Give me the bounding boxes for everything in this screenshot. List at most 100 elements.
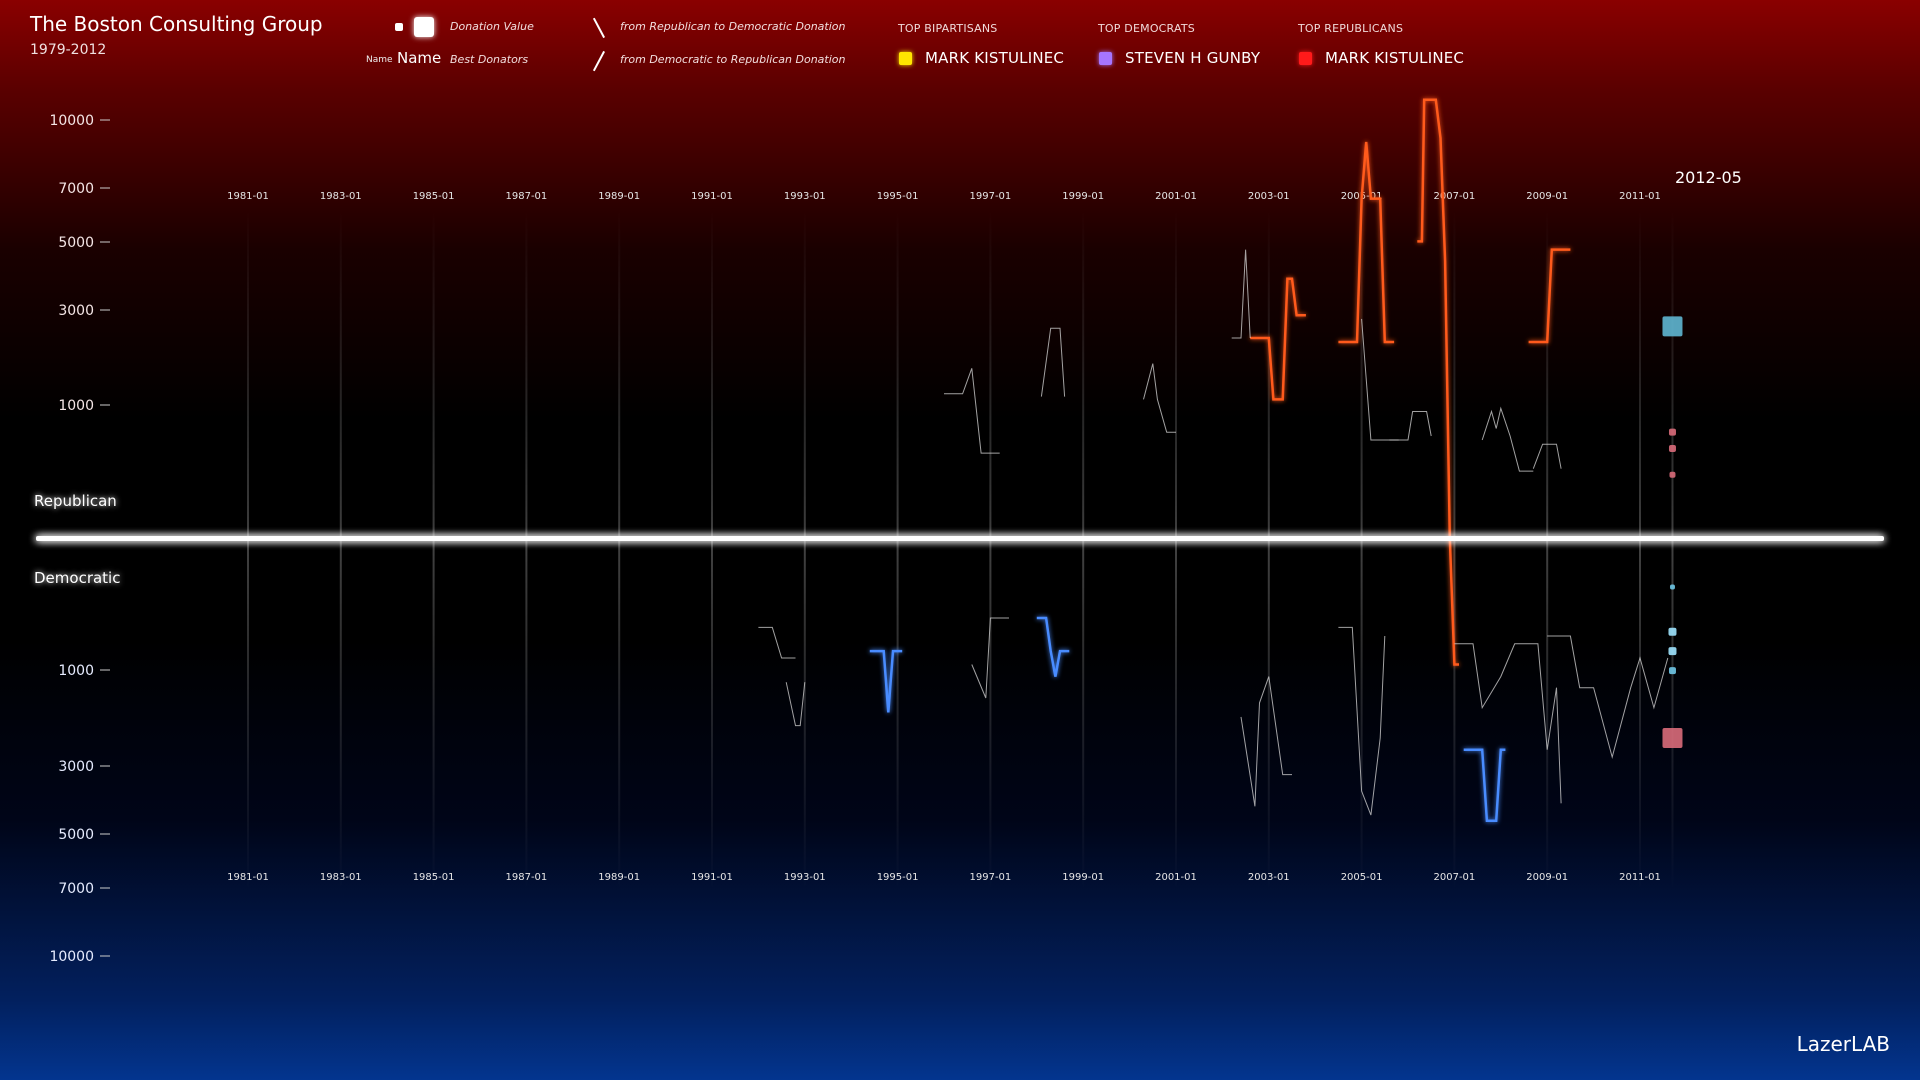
x-tick-label-top: 2007-01 xyxy=(1434,191,1476,202)
x-tick-label-top: 1993-01 xyxy=(784,191,826,202)
year-gridline xyxy=(1267,210,1270,890)
donation-value-marker[interactable] xyxy=(1668,627,1677,636)
legend-best-donators: Best Donators xyxy=(450,53,529,66)
top-democrats-swatch xyxy=(1099,52,1112,65)
donor-line-democratic-20[interactable] xyxy=(1338,626,1386,816)
legend-name-small: Name xyxy=(366,55,393,65)
top-democrats-name[interactable]: STEVEN H GUNBY xyxy=(1125,49,1261,67)
donor-line-republican-9[interactable] xyxy=(1361,318,1399,441)
year-gridline xyxy=(711,210,713,890)
x-tick-label-bottom: 1999-01 xyxy=(1062,872,1104,883)
y-tick-label-democratic: 5000 xyxy=(58,827,94,843)
donor-line-democratic-13[interactable] xyxy=(869,649,903,713)
donor-line-republican-6[interactable] xyxy=(1040,327,1066,397)
top-bipartisans-swatch xyxy=(899,52,912,65)
donation-value-marker[interactable] xyxy=(1668,445,1676,453)
current-date-label: 2012-05 xyxy=(1675,168,1742,187)
x-tick-label-top: 2011-01 xyxy=(1619,191,1661,202)
donor-line-democratic-17[interactable] xyxy=(785,682,806,727)
donor-line-democratic-15[interactable] xyxy=(1463,748,1506,823)
donor-line-republican-7[interactable] xyxy=(1143,363,1177,433)
x-tick-label-top: 1987-01 xyxy=(506,191,548,202)
x-tick-label-top: 1983-01 xyxy=(320,191,362,202)
donor-line-republican-3[interactable] xyxy=(1528,248,1571,344)
party-divider-axis xyxy=(36,536,1884,541)
rep-to-dem-slash-icon xyxy=(592,17,605,39)
y-tick-label-democratic: 1000 xyxy=(58,663,94,679)
legend: Donation Value Name Name Best Donators f… xyxy=(360,14,860,74)
dem-to-rep-slash-icon xyxy=(592,50,605,72)
donor-line-republican-12[interactable] xyxy=(1532,443,1562,469)
top-bipartisans-name[interactable]: MARK KISTULINEC xyxy=(925,49,1065,67)
donation-value-marker[interactable] xyxy=(1662,728,1683,748)
x-tick-label-top: 1991-01 xyxy=(691,191,733,202)
donation-value-marker[interactable] xyxy=(1668,647,1677,656)
y-tick-label-republican: 5000 xyxy=(58,235,94,251)
x-tick-label-top: 2003-01 xyxy=(1248,191,1290,202)
year-gridline xyxy=(1360,210,1363,890)
year-gridline xyxy=(339,210,342,890)
donor-line-republican-1[interactable] xyxy=(1338,141,1395,344)
x-tick-label-bottom: 2005-01 xyxy=(1341,872,1383,883)
x-tick-label-bottom: 1981-01 xyxy=(227,872,269,883)
y-tick-label-democratic: 7000 xyxy=(58,881,94,897)
donor-line-republican-11[interactable] xyxy=(1481,406,1534,472)
donor-line-republican-8[interactable] xyxy=(944,368,1000,454)
year-gridline xyxy=(618,210,621,890)
y-tick-label-republican: 10000 xyxy=(49,113,94,129)
legend-dem-to-rep: from Democratic to Republican Donation xyxy=(620,53,846,66)
x-tick-label-bottom: 2009-01 xyxy=(1526,872,1568,883)
donor-line-republican-0[interactable] xyxy=(1250,277,1306,401)
donor-line-democratic-19[interactable] xyxy=(1240,676,1292,807)
legend-donation-value: Donation Value xyxy=(450,20,534,33)
x-tick-label-bottom: 1997-01 xyxy=(970,872,1012,883)
donation-value-marker[interactable] xyxy=(1668,667,1676,675)
donor-line-democratic-21[interactable] xyxy=(1454,643,1562,804)
y-tick-label-democratic: 3000 xyxy=(58,759,94,775)
top-republicans-name[interactable]: MARK KISTULINEC xyxy=(1325,49,1465,67)
x-tick-label-bottom: 2001-01 xyxy=(1155,872,1197,883)
x-tick-label-bottom: 1985-01 xyxy=(413,872,455,883)
donor-line-democratic-22[interactable] xyxy=(1547,635,1669,760)
y-tick-label-republican: 7000 xyxy=(58,181,94,197)
year-gridline xyxy=(803,210,806,890)
donation-value-marker[interactable] xyxy=(1662,316,1683,337)
x-tick-label-top: 2009-01 xyxy=(1526,191,1568,202)
x-tick-label-top: 1989-01 xyxy=(598,191,640,202)
year-gridline xyxy=(525,210,528,890)
donor-line-democratic-16[interactable] xyxy=(758,626,796,659)
y-tick-label-republican: 3000 xyxy=(58,303,94,319)
donation-value-marker[interactable] xyxy=(1669,471,1676,478)
donation-value-marker[interactable] xyxy=(1668,428,1676,436)
donor-line-republican-10[interactable] xyxy=(1389,411,1432,441)
y-tick-label-democratic: 10000 xyxy=(49,949,94,965)
x-tick-label-top: 2001-01 xyxy=(1155,191,1197,202)
year-gridline xyxy=(1546,210,1549,890)
year-gridline xyxy=(432,210,435,890)
brand-logo: LazerLAB xyxy=(1796,1032,1890,1056)
year-gridline xyxy=(989,210,992,890)
x-tick-label-bottom: 1983-01 xyxy=(320,872,362,883)
x-tick-label-top: 1985-01 xyxy=(413,191,455,202)
x-tick-label-top: 1995-01 xyxy=(877,191,919,202)
current-date-gridline xyxy=(1671,210,1674,890)
donation-value-marker[interactable] xyxy=(1669,584,1675,590)
donor-line-democratic-14[interactable] xyxy=(1036,616,1070,677)
chart-title: The Boston Consulting Group xyxy=(30,12,323,36)
legend-name-big: Name xyxy=(397,49,442,67)
x-tick-label-top: 1981-01 xyxy=(227,191,269,202)
year-gridline xyxy=(1639,210,1641,890)
y-tick-label-republican: 1000 xyxy=(58,398,94,414)
top-bipartisans-heading: TOP BIPARTISANS xyxy=(898,22,998,35)
donor-line-democratic-18[interactable] xyxy=(971,617,1009,699)
legend-rep-to-dem: from Republican to Democratic Donation xyxy=(620,20,846,33)
donor-line-republican-5[interactable] xyxy=(1231,249,1251,339)
x-tick-label-bottom: 1993-01 xyxy=(784,872,826,883)
year-gridline xyxy=(1082,210,1085,890)
donor-line-republican-2[interactable] xyxy=(1417,98,1459,666)
x-tick-label-bottom: 2003-01 xyxy=(1248,872,1290,883)
x-tick-label-bottom: 1989-01 xyxy=(598,872,640,883)
year-gridline xyxy=(1175,210,1177,890)
small-square-icon xyxy=(395,23,403,31)
